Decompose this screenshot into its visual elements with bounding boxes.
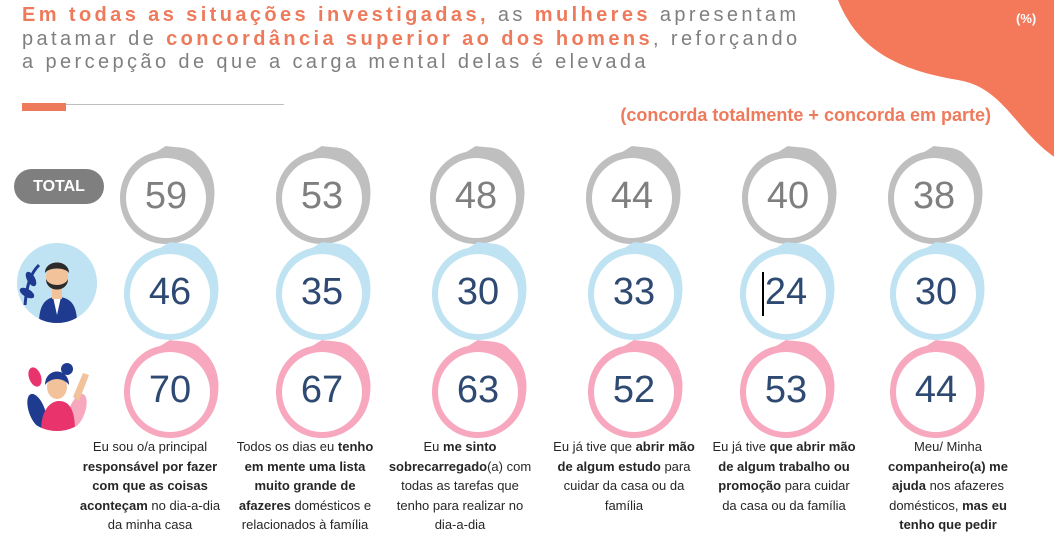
subtitle: (concorda totalmente + concorda em parte… — [620, 105, 991, 125]
bubble-women: 70 — [120, 340, 220, 440]
unit-label: (%) — [1016, 11, 1037, 26]
bubble-men: 24 — [736, 242, 836, 342]
title-underline — [22, 104, 284, 105]
man-avatar-icon — [17, 243, 97, 323]
bubble-total: 40 — [738, 146, 838, 246]
bubble-women: 44 — [886, 340, 986, 440]
decorative-blob — [838, 0, 1054, 157]
bubble-men: 33 — [584, 242, 684, 342]
bubble-women: 67 — [272, 340, 372, 440]
bubble-men: 30 — [428, 242, 528, 342]
bubble-men: 46 — [120, 242, 220, 342]
bubble-total: 53 — [272, 146, 372, 246]
title-accent-bar — [22, 103, 66, 111]
total-row-label: TOTAL — [14, 169, 104, 204]
bubble-total: 44 — [582, 146, 682, 246]
caption-3: Eu me sinto sobrecarregado(a) com todas … — [388, 439, 532, 532]
caption-4: Eu já tive que abrir mão de algum estudo… — [553, 439, 695, 513]
bubble-men: 30 — [886, 242, 986, 342]
caption-1: Eu sou o/a principal responsável por faz… — [79, 439, 221, 532]
bubble-women: 53 — [736, 340, 836, 440]
bubble-women: 52 — [584, 340, 684, 440]
bubble-men: 35 — [272, 242, 372, 342]
bubble-women: 63 — [428, 340, 528, 440]
caption-6: Meu/ Minha companheiro(a) me ajuda nos a… — [888, 439, 1008, 532]
woman-avatar-icon — [17, 351, 97, 431]
page-title: Em todas as situações investigadas, as m… — [22, 4, 801, 73]
bubble-total: 48 — [426, 146, 526, 246]
bubble-total: 38 — [884, 146, 984, 246]
caption-5: Eu já tive que abrir mão de algum trabal… — [712, 439, 856, 513]
bubble-total: 59 — [116, 146, 216, 246]
caption-2: Todos os dias eu tenho em mente uma list… — [236, 439, 374, 532]
text-cursor — [762, 272, 764, 316]
